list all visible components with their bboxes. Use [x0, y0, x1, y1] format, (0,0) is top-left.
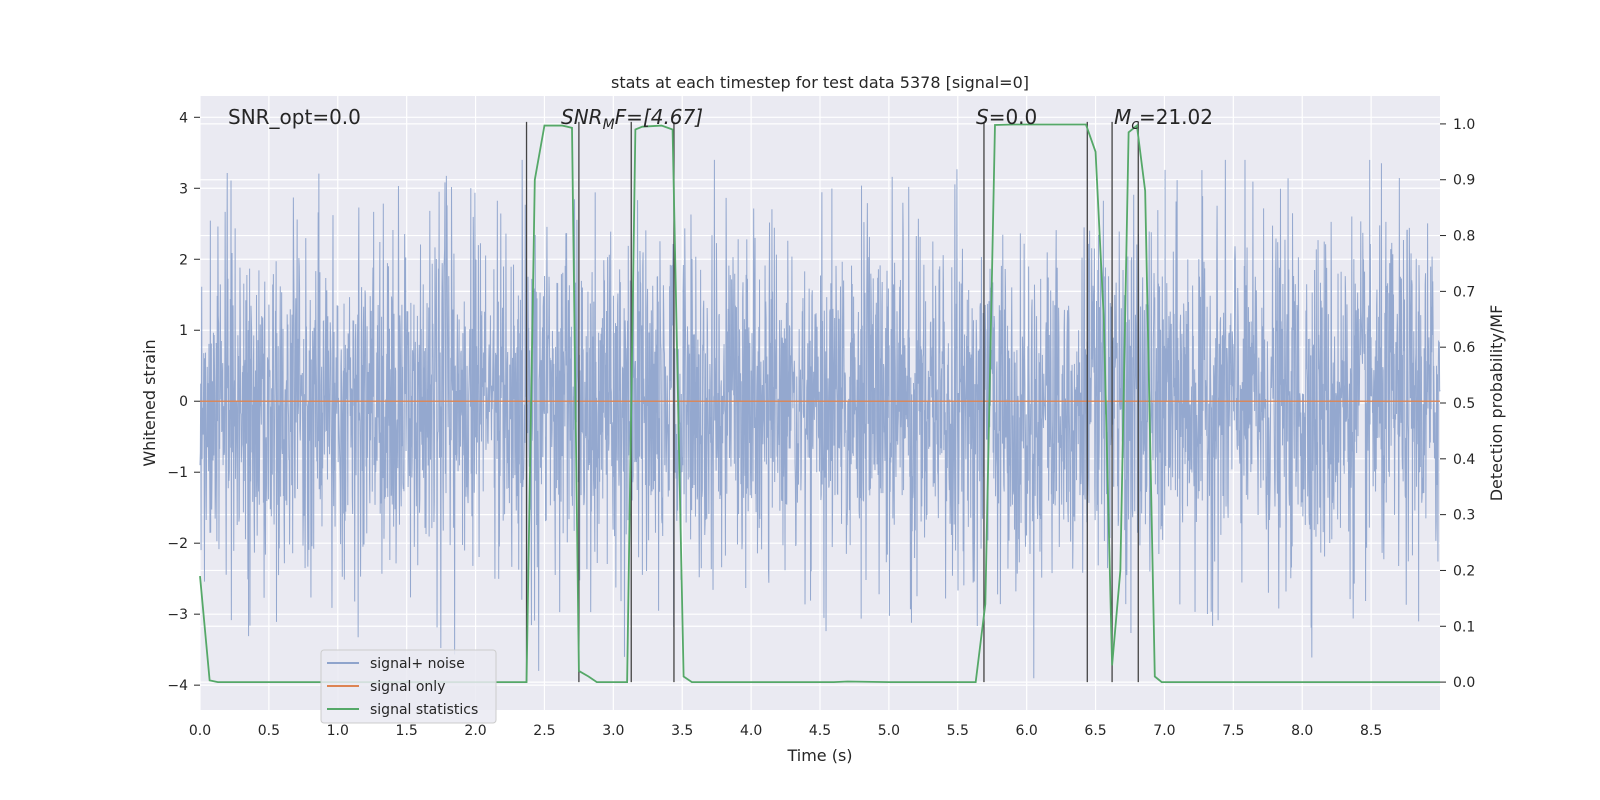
x-tick-label: 5.5 — [947, 723, 969, 739]
x-tick-label: 3.5 — [671, 723, 693, 739]
y-tick-label-left: −1 — [167, 465, 188, 481]
y-tick-label-right: 0.6 — [1453, 340, 1475, 356]
x-tick-label: 7.5 — [1222, 723, 1244, 739]
x-tick-label: 6.5 — [1084, 723, 1106, 739]
noise-line — [199, 159, 1441, 679]
y-tick-label-right: 1.0 — [1453, 117, 1475, 133]
y-tick-label-left: −4 — [167, 678, 188, 694]
signal-statistics-series — [199, 123, 1440, 683]
y-axis-left-ticks: 4 3 2 1 0 −1 −2 −3 −4 — [167, 110, 200, 694]
x-tick-label: 0.0 — [189, 723, 211, 739]
legend-label-signal-only: signal only — [370, 679, 445, 695]
y-tick-label-left: 0 — [179, 394, 188, 410]
x-tick-label: 5.0 — [878, 723, 900, 739]
y-axis-right-label: Detection probability/MF — [1487, 305, 1506, 502]
legend: signal+ noise signal only signal statist… — [320, 649, 497, 724]
y-tick-label-right: 0.0 — [1453, 675, 1475, 691]
y-tick-label-left: 3 — [179, 181, 188, 197]
signal-noise-series — [199, 159, 1441, 679]
y-tick-label-right: 0.1 — [1453, 619, 1475, 635]
y-tick-label-left: 4 — [179, 110, 188, 126]
y-tick-label-left: 1 — [179, 323, 188, 339]
x-tick-label: 8.5 — [1360, 723, 1382, 739]
annotation-snr-mf: SNRMF=[4.67] — [561, 105, 703, 133]
x-tick-label: 3.0 — [602, 723, 624, 739]
x-tick-label: 6.0 — [1016, 723, 1038, 739]
x-tick-label: 4.0 — [740, 723, 762, 739]
annotation-snr-opt: SNR_opt=0.0 — [228, 105, 361, 129]
vertical-markers — [525, 121, 1139, 683]
y-axis-right-ticks: 1.0 0.9 0.8 0.7 0.6 0.5 0.4 0.3 0.2 0.1 0.0 — [1440, 117, 1475, 691]
chart-title: stats at each timestep for test data 537… — [611, 73, 1029, 92]
annotation-mc: Mc=21.02 — [1114, 105, 1213, 133]
y-tick-label-right: 0.9 — [1453, 173, 1475, 189]
y-tick-label-right: 0.5 — [1453, 396, 1475, 412]
y-tick-label-right: 0.2 — [1453, 563, 1475, 579]
y-tick-label-right: 0.7 — [1453, 284, 1475, 300]
signal-statistics-line — [199, 123, 1440, 683]
x-tick-label: 1.5 — [396, 723, 418, 739]
x-tick-label: 8.0 — [1291, 723, 1313, 739]
y-tick-label-right: 0.4 — [1453, 452, 1475, 468]
y-axis-left-label: Whitened strain — [140, 339, 159, 466]
legend-label-statistics: signal statistics — [370, 702, 478, 718]
legend-box — [320, 649, 497, 724]
x-axis-ticks: 0.0 0.5 1.0 1.5 2.0 2.5 3.0 3.5 4.0 4.5 5.0 5.5 6.0 6… — [189, 723, 1382, 739]
x-axis-label: Time (s) — [786, 746, 852, 765]
x-tick-label: 2.0 — [464, 723, 486, 739]
x-tick-label: 2.5 — [533, 723, 555, 739]
x-tick-label: 0.5 — [258, 723, 280, 739]
x-tick-label: 7.0 — [1153, 723, 1175, 739]
annotation-s: S=0.0 — [976, 105, 1037, 129]
x-tick-label: 4.5 — [809, 723, 831, 739]
x-tick-label: 1.0 — [327, 723, 349, 739]
y-tick-label-left: −3 — [167, 607, 188, 623]
y-tick-label-left: −2 — [167, 536, 188, 552]
y-tick-label-left: 2 — [179, 252, 188, 268]
legend-label-noise: signal+ noise — [370, 656, 465, 672]
y-tick-label-right: 0.8 — [1453, 229, 1475, 245]
y-tick-label-right: 0.3 — [1453, 508, 1475, 524]
